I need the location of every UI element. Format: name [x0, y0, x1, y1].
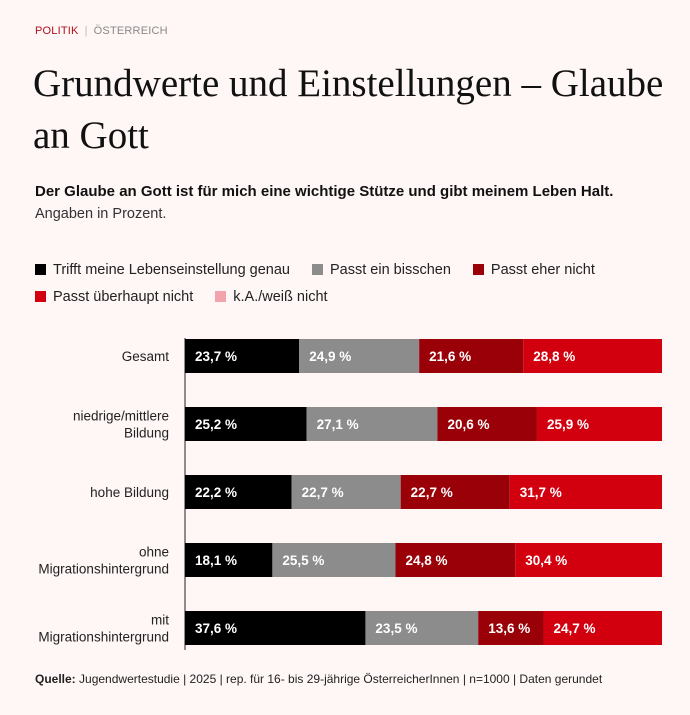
breadcrumb: POLITIK | ÖSTERREICH: [35, 25, 168, 37]
data-label: 22,7 %: [302, 485, 344, 500]
data-label: 22,7 %: [411, 485, 453, 500]
category-label: Bildung: [124, 426, 169, 441]
bar-segment: [291, 475, 401, 509]
source-note: Quelle: Jugendwertestudie | 2025 | rep. …: [35, 672, 602, 686]
legend-swatch: [35, 264, 46, 275]
bar-segment: [509, 475, 662, 509]
legend-swatch: [312, 264, 323, 275]
legend-item: Passt eher nicht: [472, 257, 595, 284]
data-label: 37,6 %: [195, 621, 237, 636]
legend-label: Trifft meine Lebenseinstellung genau: [53, 262, 290, 278]
bar-segment: [365, 611, 479, 645]
legend-item: Passt überhaupt nicht: [35, 284, 193, 311]
category-label: niedrige/mittlere: [73, 409, 169, 424]
data-label: 25,2 %: [195, 417, 237, 432]
category-label: hohe Bildung: [90, 485, 169, 500]
data-label: 25,5 %: [282, 553, 324, 568]
data-label: 13,6 %: [488, 621, 530, 636]
data-label: 20,6 %: [448, 417, 490, 432]
bar-segment: [543, 611, 662, 645]
data-label: 22,2 %: [195, 485, 237, 500]
bar-segment: [185, 339, 300, 373]
bar-segment: [400, 475, 510, 509]
bar-segment: [185, 543, 273, 577]
category-label: Gesamt: [122, 349, 170, 364]
legend-item: k.A./weiß nicht: [215, 284, 328, 311]
legend-label: k.A./weiß nicht: [233, 289, 328, 305]
bar-segment: [395, 543, 516, 577]
bar-segment: [478, 611, 544, 645]
data-label: 18,1 %: [195, 553, 237, 568]
data-label: 23,5 %: [375, 621, 417, 636]
source-text: Jugendwertestudie | 2025 | rep. für 16- …: [79, 672, 603, 686]
data-label: 25,9 %: [547, 417, 589, 432]
data-label: 27,1 %: [317, 417, 359, 432]
bar-segment: [515, 543, 662, 577]
data-label: 23,7 %: [195, 349, 237, 364]
bar-segment: [419, 339, 524, 373]
bar-segment: [536, 407, 662, 441]
bar-segment: [437, 407, 537, 441]
source-label: Quelle:: [35, 672, 76, 686]
legend-label: Passt eher nicht: [490, 262, 595, 278]
bar-segment: [523, 339, 662, 373]
legend-swatch: [215, 291, 227, 302]
category-label: mit: [151, 613, 169, 628]
legend-label: Passt ein bisschen: [330, 262, 451, 278]
bar-segment: [299, 339, 420, 373]
page-title: Grundwerte und Einstellungen – Glaube an…: [33, 62, 664, 157]
category-label: Migrationshintergrund: [38, 562, 169, 577]
legend-swatch: [35, 291, 46, 302]
bar-chart: 23,7 % 24,9 % 21,6 % 28,8 % Gesamt 25,2 % 27,1…: [38, 338, 662, 650]
chart-subtitle: Der Glaube an Gott ist für mich eine wic…: [35, 183, 614, 200]
data-label: 24,9 %: [309, 349, 351, 364]
data-label: 30,4 %: [525, 553, 567, 568]
bar-segment: [272, 543, 396, 577]
category-label: Migrationshintergrund: [38, 630, 169, 645]
legend-swatch: [472, 264, 484, 275]
bar-segment: [185, 475, 292, 509]
data-label: 24,8 %: [405, 553, 447, 568]
bar-segment: [185, 611, 366, 645]
section-link[interactable]: POLITIK: [35, 25, 79, 37]
legend-label: Passt überhaupt nicht: [53, 289, 194, 305]
data-label: 24,7 %: [553, 621, 595, 636]
subsection-link[interactable]: ÖSTERREICH: [93, 25, 168, 37]
data-label: 31,7 %: [520, 485, 562, 500]
bar-segment: [185, 407, 307, 441]
data-label: 28,8 %: [533, 349, 575, 364]
unit-note: Angaben in Prozent.: [35, 206, 167, 222]
legend-item: Passt ein bisschen: [312, 257, 451, 284]
legend: Trifft meine Lebenseinstellung genau Pass…: [35, 257, 675, 311]
data-label: 21,6 %: [429, 349, 471, 364]
bar-segment: [306, 407, 438, 441]
category-label: ohne: [139, 545, 169, 560]
legend-item: Trifft meine Lebenseinstellung genau: [35, 257, 290, 284]
